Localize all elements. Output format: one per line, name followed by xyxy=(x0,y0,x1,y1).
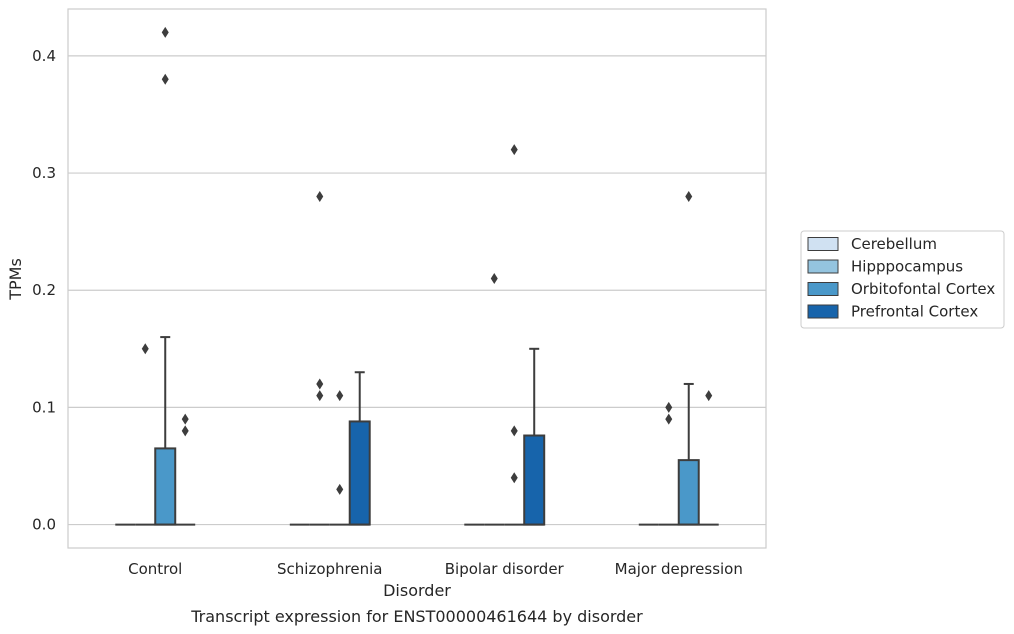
outlier-point xyxy=(316,190,324,202)
box-prefrontal-cortex xyxy=(523,347,546,526)
box-body xyxy=(523,434,546,526)
legend-label: Orbitofontal Cortex xyxy=(851,280,995,298)
legend-swatch xyxy=(807,304,839,319)
x-axis-title: Disorder xyxy=(383,581,451,600)
box-orbitofontal-cortex xyxy=(329,390,350,526)
x-tick-label: Major depression xyxy=(615,560,743,578)
outlier-point xyxy=(510,472,518,484)
box-orbitofontal-cortex xyxy=(677,190,700,526)
outlier-point xyxy=(316,390,324,402)
box-orbitofontal-cortex xyxy=(154,26,177,526)
legend-label: Prefrontal Cortex xyxy=(851,303,978,321)
box-hipppocampus xyxy=(658,401,679,526)
box-hipppocampus xyxy=(135,343,156,526)
legend-frame xyxy=(800,230,1005,329)
y-tick-labels: 0.0 0.1 0.2 0.3 0.4 xyxy=(32,47,56,534)
legend-label: Hipppocampus xyxy=(851,258,963,276)
y-tick-label: 0.0 xyxy=(32,516,56,534)
outlier-point xyxy=(161,73,169,85)
plot-frame xyxy=(67,8,767,549)
box-prefrontal-cortex xyxy=(175,413,196,526)
outlier-point xyxy=(665,413,673,425)
x-tick-label: Bipolar disorder xyxy=(445,560,565,578)
outlier-point xyxy=(665,401,673,413)
outlier-point xyxy=(161,26,169,38)
box-hipppocampus xyxy=(484,273,505,526)
plot-background xyxy=(68,9,766,548)
box-prefrontal-cortex xyxy=(348,371,371,526)
box-orbitofontal-cortex xyxy=(504,144,525,526)
y-tick-label: 0.4 xyxy=(32,47,56,65)
legend-swatch xyxy=(807,237,839,251)
y-tick-label: 0.3 xyxy=(32,164,56,182)
x-tick-label: Control xyxy=(128,560,182,578)
legend-swatch xyxy=(807,282,839,296)
boxes xyxy=(115,26,719,526)
legend-swatch xyxy=(807,259,839,274)
outlier-point xyxy=(510,144,518,156)
outlier-point xyxy=(181,425,189,437)
chart-caption: Transcript expression for ENST0000046164… xyxy=(190,607,643,626)
box-hipppocampus xyxy=(309,190,330,526)
legend: Cerebellum Hipppocampus Orbitofontal Corte… xyxy=(800,230,1005,329)
y-tick-label: 0.1 xyxy=(32,398,56,416)
outlier-point xyxy=(316,378,324,390)
legend-label: Cerebellum xyxy=(851,235,937,253)
outlier-point xyxy=(685,190,693,202)
y-tick-label: 0.2 xyxy=(32,281,56,299)
outlier-point xyxy=(490,273,498,284)
box-prefrontal-cortex xyxy=(698,390,719,526)
box-body xyxy=(154,447,177,526)
outlier-point xyxy=(336,390,344,402)
outlier-point xyxy=(181,413,189,425)
box-body xyxy=(348,420,371,526)
outlier-point xyxy=(510,425,518,437)
outlier-point xyxy=(705,390,713,402)
y-axis-title: TPMs xyxy=(6,258,25,301)
box-body xyxy=(677,459,700,526)
x-tick-label: Schizophrenia xyxy=(277,560,382,578)
legend-items: Cerebellum Hipppocampus Orbitofontal Corte… xyxy=(807,235,995,321)
outlier-point xyxy=(336,483,344,495)
outlier-point xyxy=(141,343,149,355)
x-tick-labels: Control Schizophrenia Bipolar disorder Majo… xyxy=(128,560,743,578)
